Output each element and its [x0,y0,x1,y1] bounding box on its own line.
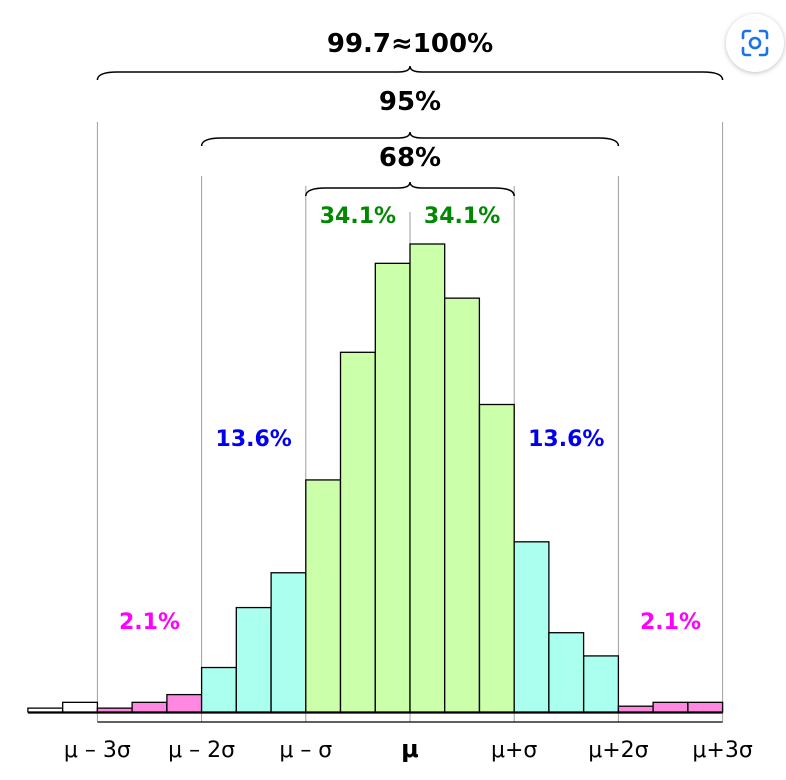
histogram-bar [583,655,620,713]
bracket-label-68: 68% [379,143,441,173]
x-tick-label: μ+2σ [588,738,648,763]
histogram-bar [409,243,446,713]
histogram-bar [235,606,272,713]
x-tick-label: μ – 3σ [64,738,131,763]
histogram-bar [478,403,515,713]
curly-bracket [200,131,620,147]
histogram-bars [27,243,724,713]
curly-bracket [305,181,515,197]
histogram-bar [374,262,411,713]
histogram-bar [305,479,342,713]
histogram-bar [27,707,64,713]
x-tick-label: μ [401,735,419,763]
percentage-brackets: 99.7≈100% 95% 68% [96,29,724,197]
histogram-bar [166,693,203,713]
lens-search-button[interactable] [726,14,784,72]
x-tick-label: μ – 2σ [168,738,235,763]
x-tick-label: μ – σ [279,738,332,763]
bracket-label-99-7: 99.7≈100% [327,29,493,59]
percentage-annotation: 34.1% [320,204,396,229]
percentage-annotation: 2.1% [119,610,180,635]
histogram-bar [548,632,585,713]
percentage-annotation: 2.1% [640,610,701,635]
histogram-bar [444,297,481,713]
bracket-label-95: 95% [379,87,441,117]
x-axis: μ – 3σ μ – 2σ μ – σ μ μ+σ μ+2σ μ+3σ [28,712,753,763]
percentage-annotation: 34.1% [424,204,500,229]
histogram-bar [270,572,307,713]
percentage-annotation: 13.6% [528,427,604,452]
curly-bracket [96,65,724,81]
lens-search-icon [741,29,769,57]
histogram-bar [687,701,724,713]
histogram-bar [652,701,689,713]
percentage-annotation: 13.6% [216,427,292,452]
histogram-bar [131,701,168,713]
percentage-annotations: 34.1% 34.1% 13.6% 13.6% 2.1% 2.1% [119,204,701,635]
histogram-bar [513,541,550,713]
histogram-bar [96,707,133,713]
histogram-bar [62,701,99,713]
x-tick-label: μ+3σ [692,738,752,763]
x-tick-label: μ+σ [491,738,537,763]
histogram-bar [617,705,654,713]
histogram-bar [200,666,237,713]
histogram-bar [339,351,376,713]
